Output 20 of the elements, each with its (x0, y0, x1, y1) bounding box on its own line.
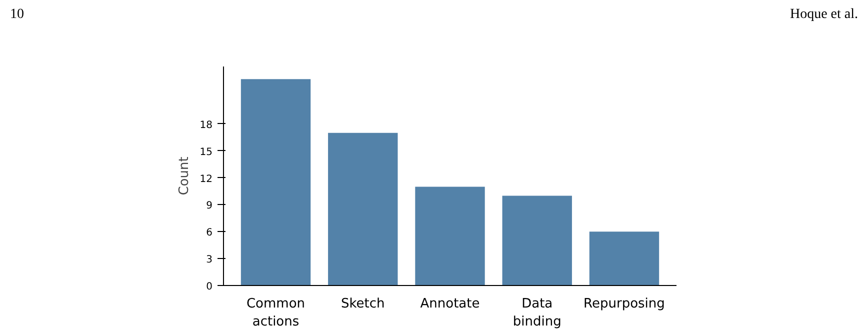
x-tick-label: Sketch (340, 296, 385, 312)
y-tick-label: 15 (200, 146, 213, 158)
y-tick-label: 9 (206, 200, 213, 212)
y-tick-label: 3 (206, 254, 213, 266)
bar (415, 186, 485, 286)
x-tick-label: Repurposing (584, 296, 665, 312)
x-tick-label: Annotate (420, 296, 480, 312)
y-tick-label: 18 (200, 120, 213, 131)
bar (502, 196, 572, 286)
y-tick-label: 0 (206, 282, 213, 292)
x-tick-label: Common actions (246, 296, 306, 330)
bar (240, 79, 311, 286)
bar (589, 232, 660, 286)
y-tick-label: 12 (200, 174, 213, 185)
text: Hoque et al. (790, 6, 858, 24)
bar (328, 132, 398, 286)
y-tick-label: 6 (206, 228, 213, 239)
text: 10 (10, 6, 24, 24)
y-axis-title: Count (176, 156, 192, 196)
x-tick-label: Data binding (512, 296, 562, 330)
